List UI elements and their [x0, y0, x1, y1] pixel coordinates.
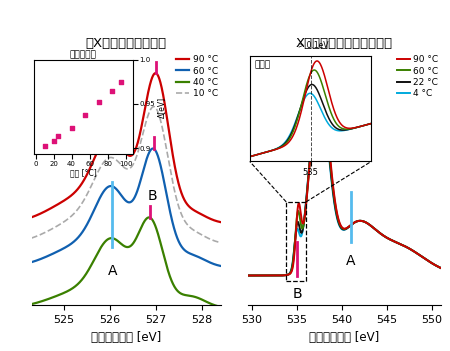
- Point: [81, 113, 89, 118]
- Point: [41, 144, 48, 149]
- Y-axis label: Δ[eV]: Δ[eV]: [158, 97, 166, 118]
- Point: [50, 138, 57, 144]
- X-axis label: 温度 [°C]: 温度 [°C]: [70, 168, 97, 177]
- Text: A: A: [108, 265, 117, 278]
- Point: [117, 79, 125, 85]
- Point: [68, 125, 75, 131]
- Legend: 90 °C, 60 °C, 22 °C, 4 °C: 90 °C, 60 °C, 22 °C, 4 °C: [397, 55, 438, 98]
- Point: [108, 88, 116, 93]
- X-axis label: 光エネルギー [eV]: 光エネルギー [eV]: [309, 331, 379, 344]
- Point: [54, 133, 62, 139]
- Bar: [286, 202, 306, 282]
- X-axis label: 光エネルギー [eV]: 光エネルギー [eV]: [91, 331, 161, 344]
- Text: > 0.1eV: > 0.1eV: [298, 41, 328, 49]
- Title: 軟X線発光スペクトル: 軟X線発光スペクトル: [86, 37, 166, 50]
- Title: X線ラマン散乱スペクトル: X線ラマン散乱スペクトル: [296, 37, 393, 50]
- Point: [95, 99, 102, 105]
- Text: B: B: [148, 189, 157, 203]
- Legend: 90 °C, 60 °C, 40 °C, 10 °C: 90 °C, 60 °C, 40 °C, 10 °C: [176, 55, 218, 98]
- Title: ピーク間隔: ピーク間隔: [70, 50, 97, 59]
- Text: A: A: [346, 254, 356, 267]
- Text: B: B: [292, 287, 302, 302]
- Text: 拡大図: 拡大図: [255, 60, 271, 69]
